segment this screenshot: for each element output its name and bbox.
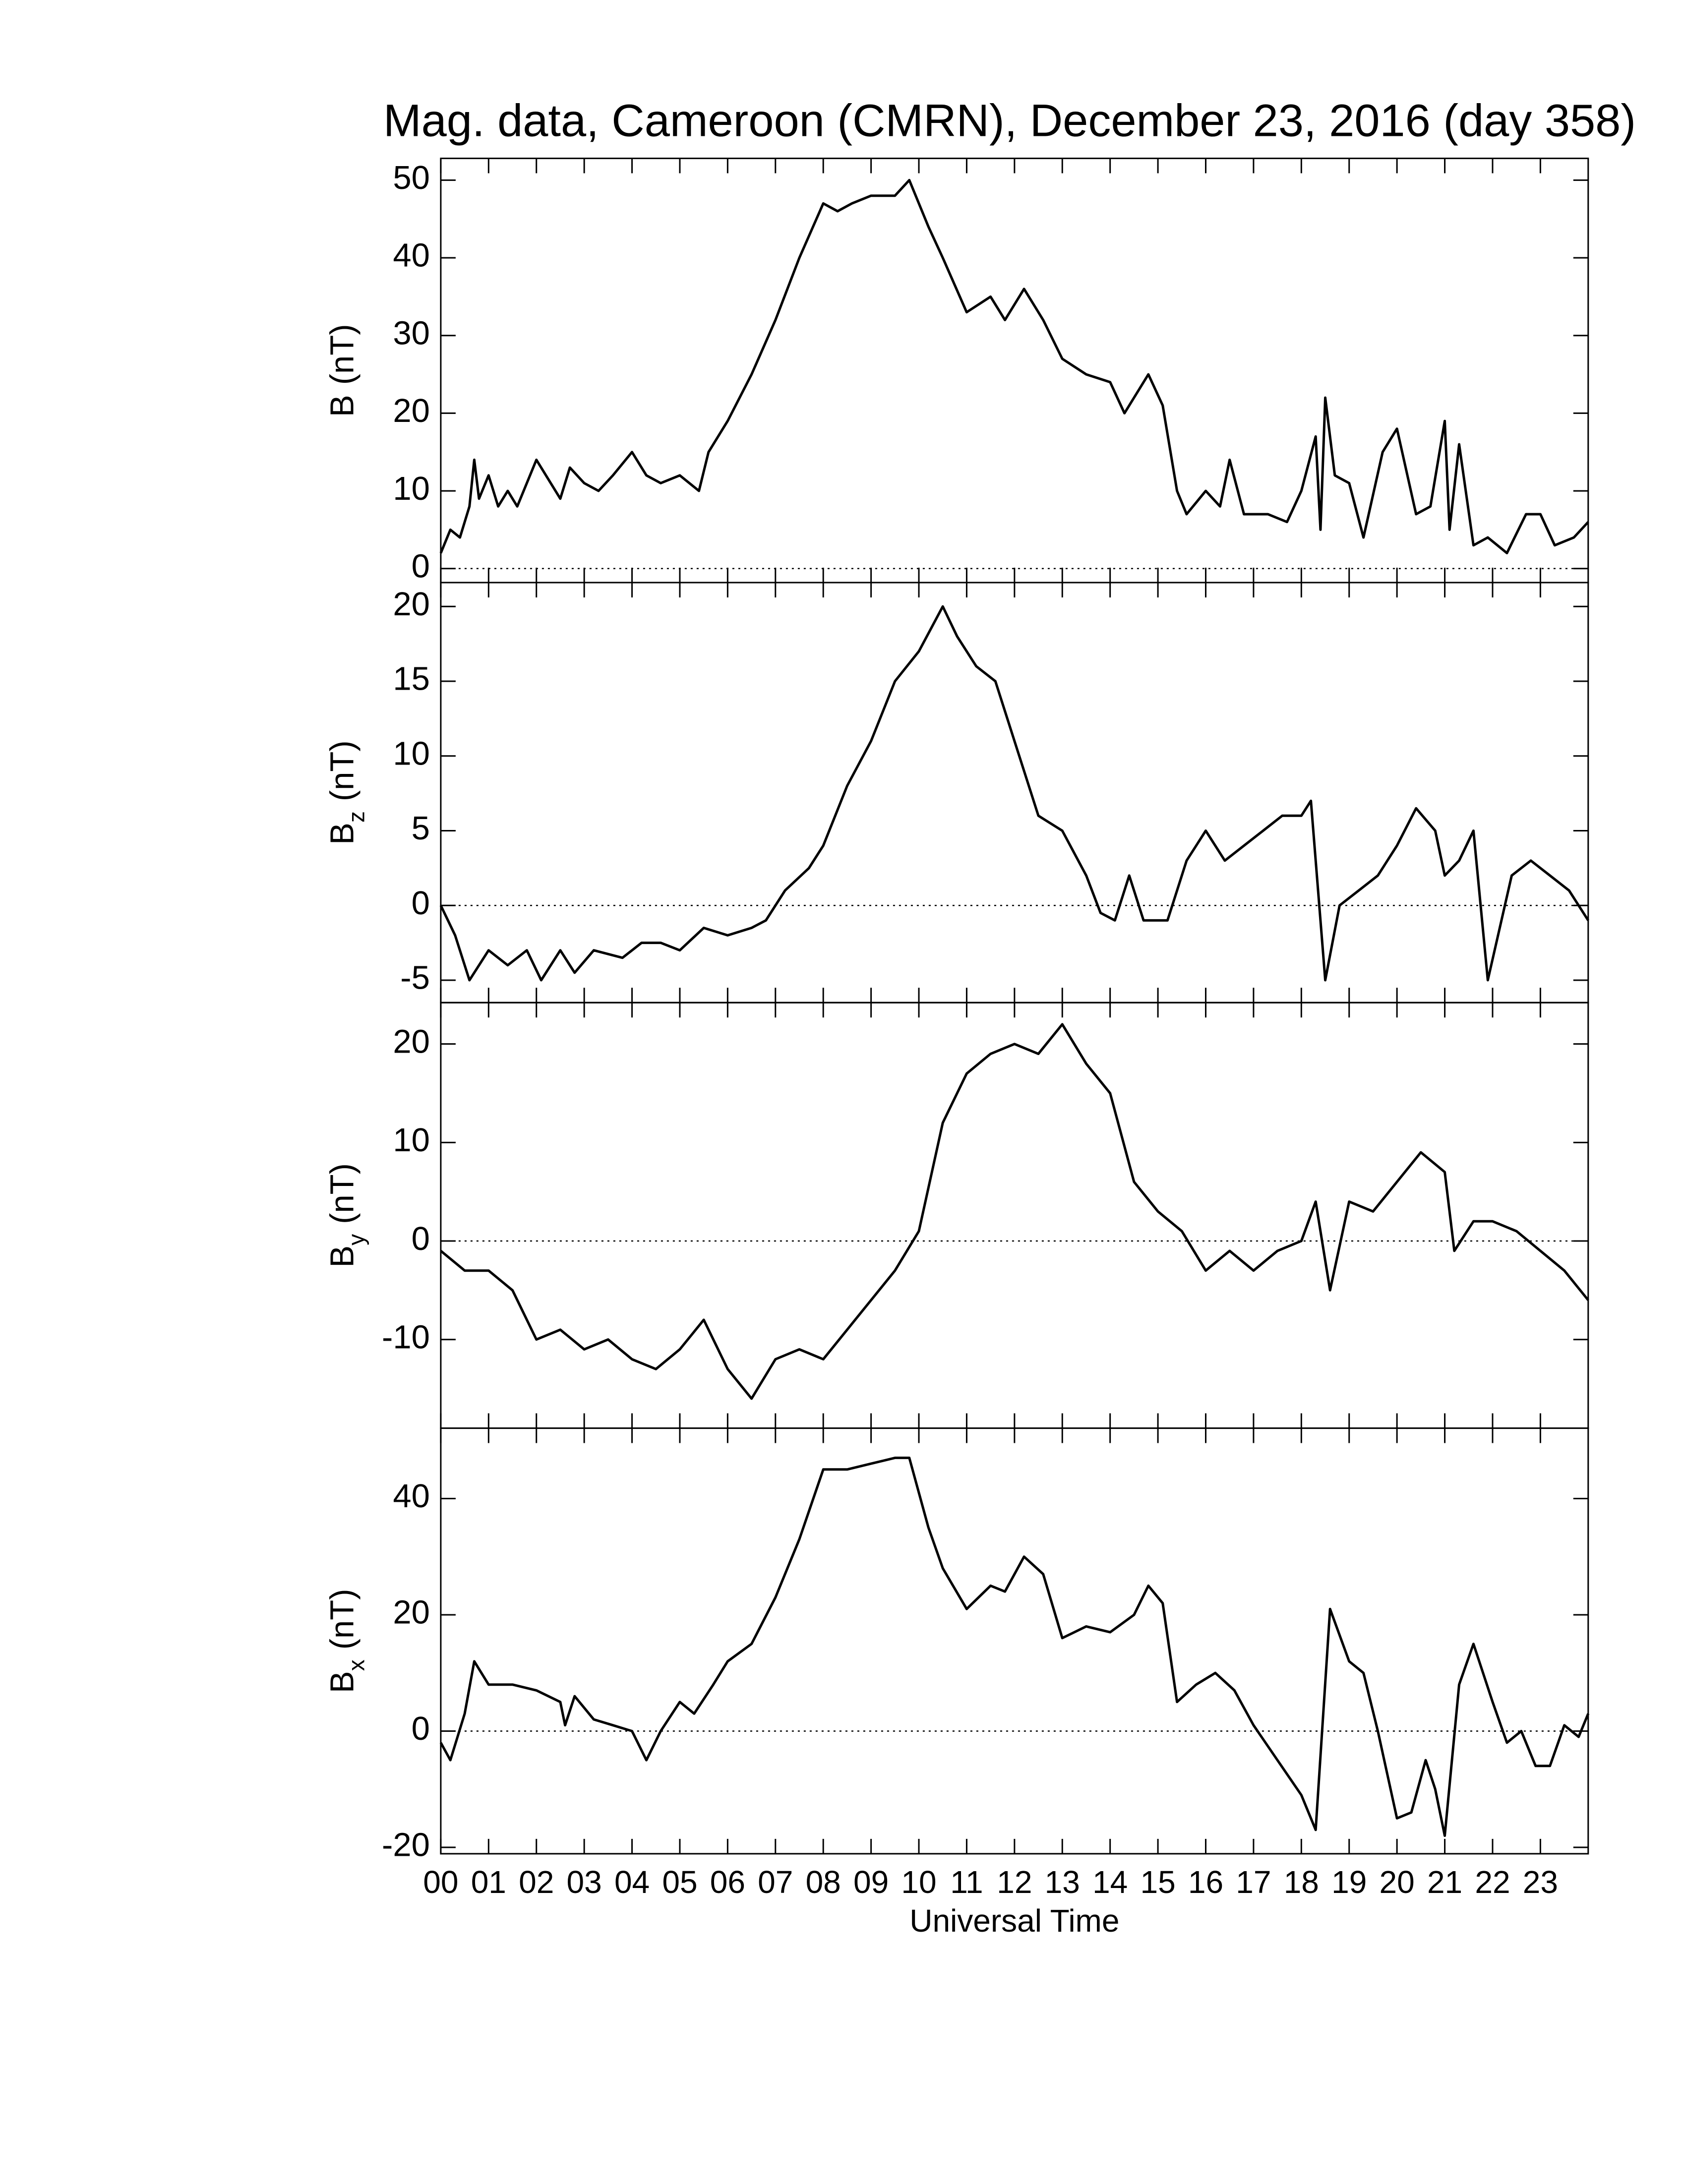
- x-tick-label: 17: [1236, 1864, 1271, 1900]
- y-tick-label: -5: [400, 959, 430, 997]
- y-tick-label: 5: [412, 810, 430, 847]
- y-axis-label: Bx (nT): [323, 1589, 369, 1693]
- y-axis-label-unit: (nT): [323, 1163, 361, 1224]
- y-tick-label: 20: [393, 586, 430, 623]
- x-tick-label: 15: [1140, 1864, 1175, 1900]
- y-axis-label-symbol: B: [323, 395, 361, 417]
- y-tick-label: 0: [412, 547, 430, 585]
- y-tick-label: 0: [412, 885, 430, 922]
- x-tick-label: 01: [471, 1864, 506, 1900]
- y-axis-label-subscript: x: [344, 1659, 369, 1671]
- x-tick-label: 13: [1045, 1864, 1080, 1900]
- x-tick-label: 08: [806, 1864, 841, 1900]
- x-tick-label: 07: [758, 1864, 793, 1900]
- y-axis-label-unit: (nT): [323, 324, 361, 385]
- y-tick-label: 40: [393, 1477, 430, 1515]
- y-tick-label: -10: [382, 1318, 430, 1356]
- x-tick-label: 19: [1331, 1864, 1367, 1900]
- data-line: [439, 178, 1589, 554]
- y-tick-label: 50: [393, 159, 430, 196]
- y-tick-label: 0: [412, 1220, 430, 1257]
- y-axis-label-symbol: B: [323, 1671, 361, 1693]
- x-tick-label: 20: [1380, 1864, 1415, 1900]
- x-tick-label: 00: [423, 1864, 458, 1900]
- data-line: [439, 1456, 1590, 1837]
- y-tick-label: -20: [382, 1827, 430, 1864]
- y-tick-label: 20: [393, 392, 430, 429]
- y-tick-label: 15: [393, 660, 430, 698]
- x-tick-label: 05: [662, 1864, 697, 1900]
- data-line: [440, 1023, 1589, 1400]
- chart-title: Mag. data, Cameroon (CMRN), December 23,…: [383, 95, 1636, 146]
- x-tick-label: 21: [1427, 1864, 1462, 1900]
- x-axis-label: Universal Time: [909, 1903, 1119, 1939]
- y-axis-label-unit: (nT): [323, 740, 361, 801]
- y-tick-label: 10: [393, 470, 430, 507]
- y-axis-label-symbol: B: [323, 1245, 361, 1268]
- data-line: [439, 605, 1589, 982]
- y-tick-label: 10: [393, 735, 430, 772]
- y-tick-label: 30: [393, 314, 430, 352]
- plot-frame: [440, 1002, 1589, 1429]
- x-tick-label: 02: [519, 1864, 554, 1900]
- y-tick-label: 20: [393, 1023, 430, 1060]
- x-tick-label: 09: [853, 1864, 889, 1900]
- x-tick-label: 16: [1188, 1864, 1223, 1900]
- x-tick-label: 18: [1284, 1864, 1319, 1900]
- plot-frame: [440, 157, 1589, 584]
- x-tick-label: 23: [1523, 1864, 1558, 1900]
- y-tick-label: 10: [393, 1122, 430, 1159]
- x-tick-label: 12: [997, 1864, 1032, 1900]
- x-tick-label: 22: [1475, 1864, 1510, 1900]
- y-tick-label: 0: [412, 1710, 430, 1747]
- plot-frame: [440, 582, 1589, 1003]
- y-axis-label-subscript: z: [344, 811, 369, 823]
- y-axis-label-subscript: y: [344, 1234, 369, 1245]
- y-axis-label-symbol: B: [323, 823, 361, 845]
- x-tick-label: 10: [901, 1864, 936, 1900]
- x-tick-label: 03: [567, 1864, 602, 1900]
- x-tick-label: 04: [614, 1864, 650, 1900]
- x-tick-label: 06: [710, 1864, 745, 1900]
- y-tick-label: 40: [393, 237, 430, 274]
- y-tick-label: 20: [393, 1594, 430, 1631]
- y-axis-label: Bz (nT): [323, 740, 369, 845]
- y-axis-label: By (nT): [323, 1163, 369, 1268]
- y-axis-label-unit: (nT): [323, 1589, 361, 1650]
- y-axis-label: B (nT): [323, 324, 361, 417]
- plot-frame: [440, 1427, 1589, 1855]
- x-tick-label: 11: [950, 1864, 983, 1900]
- x-tick-label: 14: [1092, 1864, 1128, 1900]
